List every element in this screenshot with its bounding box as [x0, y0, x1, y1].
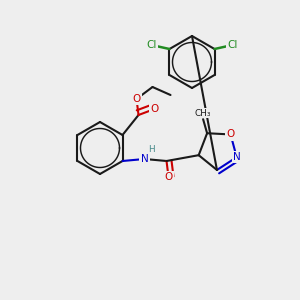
- Text: O: O: [226, 130, 235, 140]
- Text: CH₃: CH₃: [195, 109, 211, 118]
- Text: H: H: [148, 145, 155, 154]
- Text: Cl: Cl: [227, 40, 238, 50]
- Text: O: O: [150, 104, 159, 114]
- Text: O: O: [132, 94, 141, 104]
- Text: O: O: [164, 172, 172, 182]
- Text: N: N: [141, 154, 148, 164]
- Text: N: N: [233, 152, 241, 162]
- Text: Cl: Cl: [146, 40, 157, 50]
